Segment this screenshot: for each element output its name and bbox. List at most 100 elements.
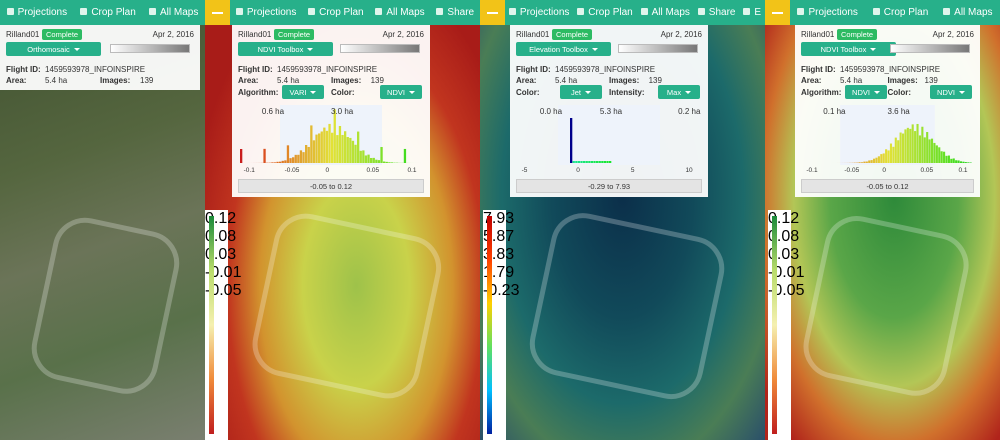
back-button[interactable] [480, 0, 505, 25]
area-label: Area: [801, 76, 822, 85]
toolbar-button[interactable]: E [743, 7, 761, 18]
flight-label: Flight ID: [516, 65, 551, 74]
field-outline [529, 213, 725, 400]
images-label: Images: [609, 76, 640, 85]
opacity-slider[interactable] [110, 44, 190, 53]
option-label: Color: [331, 88, 355, 97]
opacity-slider[interactable] [618, 44, 698, 53]
histogram-axis-label: 0.1 [958, 167, 968, 174]
histogram-label: 0.1 ha [823, 107, 846, 116]
toolbar-button[interactable]: All Maps [943, 7, 992, 18]
option-dropdown[interactable]: NDVI [845, 85, 887, 99]
toolbox-dropdown[interactable]: Orthomosaic [6, 42, 101, 56]
range-slider[interactable]: -0.29 to 7.93 [516, 179, 702, 193]
option-dropdown[interactable]: NDVI [380, 85, 422, 99]
toolbar-button[interactable]: Crop Plan [80, 7, 135, 18]
flight-label: Flight ID: [238, 65, 273, 74]
histogram-axis-label: -0.05 [844, 167, 860, 174]
status-badge: Complete [837, 29, 878, 40]
toolbar-button[interactable]: Projections [509, 7, 569, 18]
toolbar-button[interactable]: Crop Plan [308, 7, 363, 18]
histogram-bars [558, 105, 660, 165]
area-value: 5.4 ha [840, 76, 863, 85]
field-outline [31, 217, 180, 394]
histogram [518, 105, 700, 165]
toolbar-button[interactable]: All Maps [149, 7, 198, 18]
toolbox-dropdown[interactable]: Elevation Toolbox [516, 42, 611, 56]
histogram-axis-label: 10 [685, 167, 693, 174]
flight-id: 1459593978_INFOINSPIRE [45, 65, 146, 74]
histogram-label: 3.6 ha [887, 107, 910, 116]
histogram-bars [810, 105, 972, 165]
histogram [803, 105, 972, 165]
info-card: Rilland01 Complete Apr 2, 2016 Elevation To… [510, 25, 708, 197]
option-label: Intensity: [609, 88, 645, 97]
option-label: Algorithm: [238, 88, 279, 97]
flight-label: Flight ID: [801, 65, 836, 74]
flight-id: 1459593978_INFOINSPIRE [555, 65, 656, 74]
status-badge: Complete [274, 29, 315, 40]
images-value: 139 [924, 76, 938, 85]
toolbar-button[interactable]: Crop Plan [873, 7, 928, 18]
images-value: 139 [370, 76, 384, 85]
images-value: 139 [140, 76, 154, 85]
color-legend: 7.93 5.87 3.83 1.79 -0.23 [483, 210, 520, 440]
histogram-axis-label: -0.1 [806, 167, 818, 174]
range-slider[interactable]: -0.05 to 0.12 [801, 179, 974, 193]
toolbar: Projections Crop Plan All Maps Share E [505, 0, 765, 25]
toolbar-button[interactable]: All Maps [641, 7, 690, 18]
field-outline [252, 213, 442, 399]
opacity-slider[interactable] [340, 44, 420, 53]
toolbox-dropdown[interactable]: NDVI Toolbox [801, 42, 896, 56]
legend-label: -0.01 [768, 264, 805, 281]
images-label: Images: [100, 76, 131, 85]
histogram-label: 0.6 ha [261, 107, 285, 116]
legend-label: -0.01 [205, 264, 242, 281]
legend-label: -0.05 [205, 282, 242, 299]
legend-label: -0.05 [768, 282, 805, 299]
flight-date: Apr 2, 2016 [382, 30, 424, 39]
images-value: 139 [648, 76, 662, 85]
flight-label: Flight ID: [6, 65, 41, 74]
flight-id: 1459593978_INFOINSPIRE [840, 65, 941, 74]
legend-gradient [772, 216, 777, 434]
option-dropdown[interactable]: Max [658, 85, 700, 99]
histogram-label: 3.0 ha [331, 107, 354, 116]
images-label: Images: [887, 76, 918, 85]
area-value: 5.4 ha [555, 76, 578, 85]
histogram-axis-label: -0.1 [243, 167, 255, 174]
legend-label: -0.23 [483, 282, 520, 299]
toolbox-dropdown[interactable]: NDVI Toolbox [238, 42, 333, 56]
histogram-axis-label: -5 [521, 167, 528, 174]
toolbar-button[interactable]: All Maps [375, 7, 424, 18]
back-button[interactable] [205, 0, 230, 25]
images-label: Images: [331, 76, 362, 85]
area-label: Area: [238, 76, 259, 85]
toolbar-button[interactable]: Crop Plan [577, 7, 632, 18]
field-outline [803, 216, 969, 396]
histogram-label: 5.3 ha [599, 107, 623, 116]
toolbar-button[interactable]: Share [436, 7, 474, 18]
opacity-slider[interactable] [890, 44, 970, 53]
histogram-axis-label: 0 [882, 167, 887, 174]
range-slider[interactable]: -0.05 to 0.12 [238, 179, 424, 193]
toolbar-button[interactable]: Projections [797, 7, 857, 18]
info-card: Rilland01 Complete Apr 2, 2016 Orthomosaic F… [0, 25, 200, 90]
histogram-axis-label: -0.05 [284, 167, 300, 174]
toolbar-button[interactable]: Share [698, 7, 736, 18]
flight-date: Apr 2, 2016 [152, 30, 194, 39]
back-button[interactable] [765, 0, 790, 25]
histogram-axis-label: 0 [576, 167, 580, 174]
toolbar: Projections Crop Plan All Maps [0, 0, 205, 25]
flight-name: Rilland01 [238, 30, 272, 39]
option-dropdown[interactable]: Jet [560, 85, 602, 99]
legend-gradient [487, 216, 492, 434]
toolbar-button[interactable]: Projections [7, 7, 67, 18]
option-dropdown[interactable]: NDVI [930, 85, 972, 99]
histogram-axis-label: 5 [630, 167, 635, 174]
histogram [240, 105, 422, 165]
status-badge: Complete [42, 29, 83, 40]
option-dropdown[interactable]: VARI [282, 85, 324, 99]
toolbar-button[interactable]: Projections [236, 7, 296, 18]
